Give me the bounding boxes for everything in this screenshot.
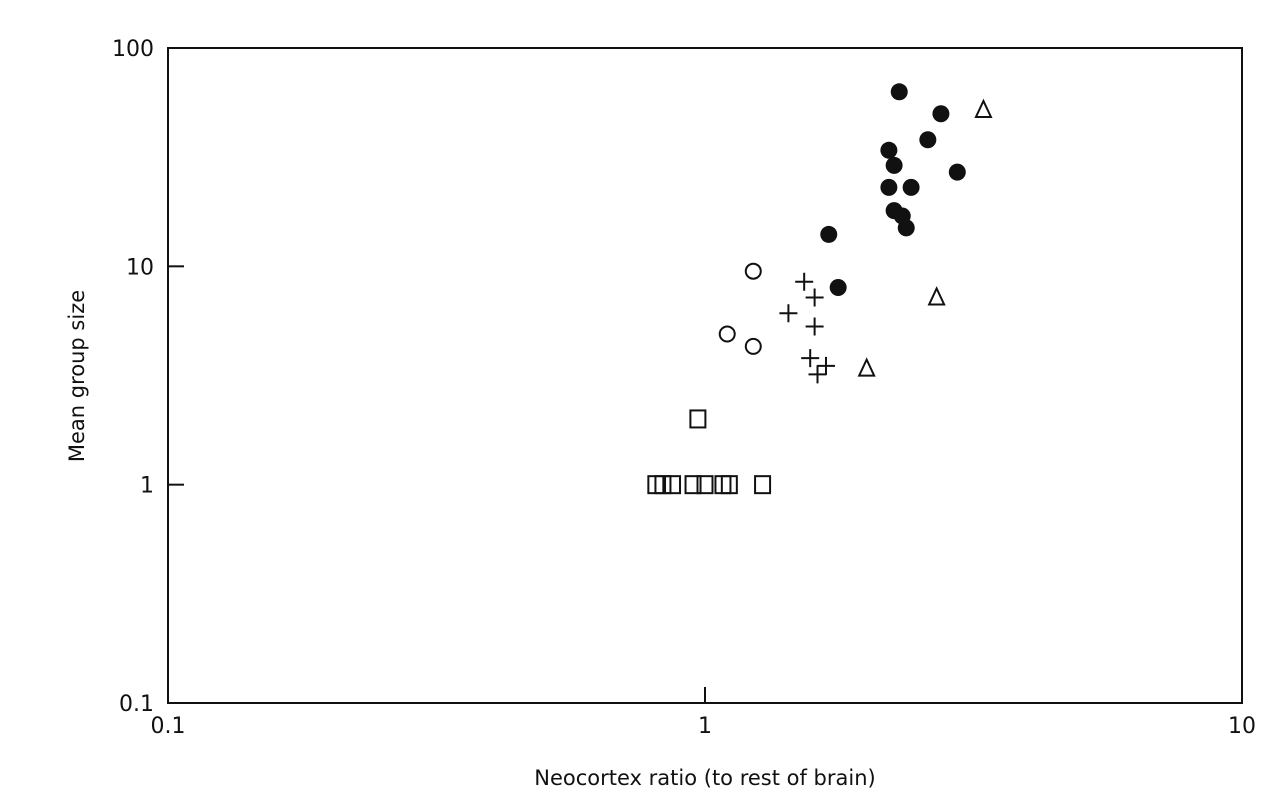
data-point-filled-circle bbox=[932, 105, 950, 123]
plot-frame bbox=[167, 47, 1243, 704]
axis-ticks bbox=[168, 265, 706, 703]
data-point-open-square bbox=[689, 409, 707, 429]
x-axis-label: Neocortex ratio (to rest of brain) bbox=[534, 766, 875, 790]
data-point-open-square bbox=[714, 475, 732, 495]
data-point-open-square bbox=[664, 475, 682, 495]
data-point-filled-circle bbox=[890, 83, 908, 101]
data-point-filled-circle bbox=[897, 219, 915, 237]
data-point-open-circle bbox=[744, 337, 762, 355]
data-point-open-square bbox=[684, 475, 702, 495]
data-point-open-square bbox=[720, 475, 738, 495]
data-point-filled-circle bbox=[902, 178, 920, 196]
y-tick-label: 100 bbox=[112, 37, 154, 62]
data-point-open-square bbox=[754, 475, 772, 495]
data-point-open-square bbox=[654, 475, 672, 495]
data-point-filled-circle bbox=[820, 225, 838, 243]
data-point-plus bbox=[795, 272, 814, 291]
data-point-open-triangle bbox=[857, 357, 876, 377]
data-point-open-square bbox=[696, 475, 714, 495]
data-points bbox=[647, 83, 993, 495]
data-point-filled-circle bbox=[919, 131, 937, 149]
y-tick-label: 1 bbox=[140, 474, 154, 499]
x-tick-label: 10 bbox=[1228, 714, 1256, 739]
data-point-filled-circle bbox=[829, 278, 847, 296]
data-point-plus bbox=[779, 304, 798, 323]
data-point-plus bbox=[816, 356, 835, 375]
data-point-filled-circle bbox=[880, 178, 898, 196]
y-tick-label: 10 bbox=[126, 255, 154, 280]
data-point-open-circle bbox=[744, 262, 762, 280]
y-tick-label: 0.1 bbox=[119, 692, 154, 717]
tick-labels: 0.1 1 10 100 10 1 0.1 bbox=[112, 37, 1256, 739]
data-point-open-triangle bbox=[974, 98, 993, 119]
x-tick-label: 1 bbox=[698, 714, 712, 739]
data-point-plus bbox=[805, 317, 824, 336]
x-tick-label: 0.1 bbox=[151, 714, 186, 739]
data-point-plus bbox=[808, 365, 827, 384]
data-point-plus bbox=[805, 288, 824, 307]
data-point-filled-circle bbox=[948, 163, 966, 181]
data-point-plus bbox=[801, 349, 820, 368]
data-point-open-circle bbox=[718, 325, 736, 343]
data-point-open-triangle bbox=[927, 286, 946, 306]
y-axis-label: Mean group size bbox=[65, 290, 89, 462]
data-point-filled-circle bbox=[880, 141, 898, 159]
data-point-filled-circle bbox=[885, 156, 903, 174]
